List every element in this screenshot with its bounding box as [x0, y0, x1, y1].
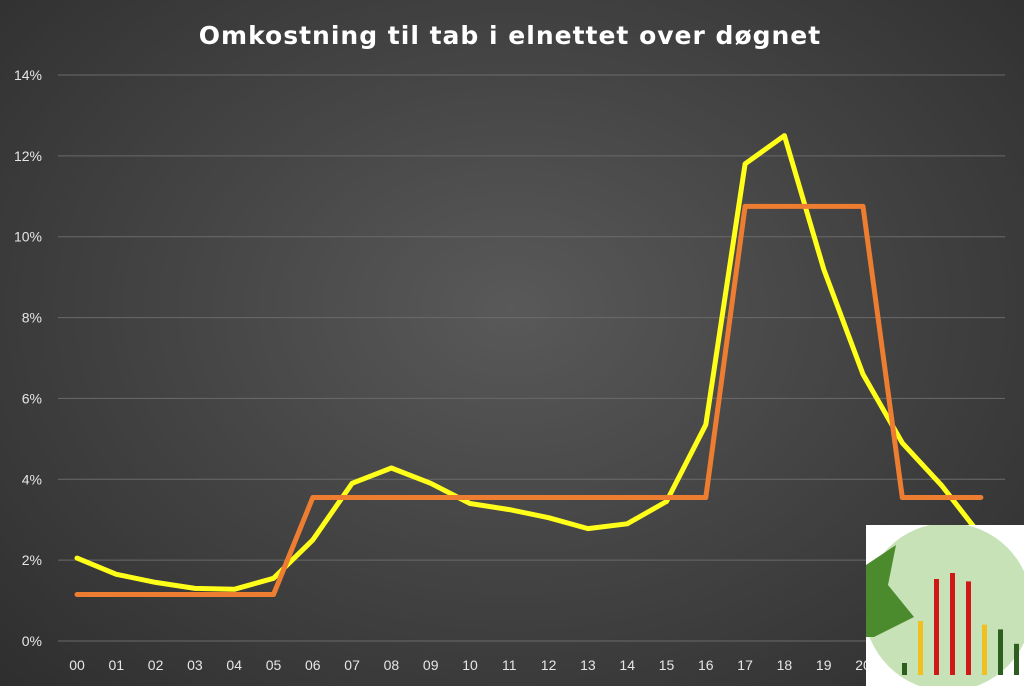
logo-bar	[982, 624, 987, 675]
x-tick-label: 02	[148, 657, 164, 673]
y-tick-label: 0%	[22, 633, 42, 649]
x-axis-ticks: 00 01 02 03 04 05 06 07 08 09 10 11 12 13 14 15 16 17 18 19…	[69, 657, 989, 673]
x-tick-label: 04	[226, 657, 242, 673]
y-tick-label: 14%	[14, 67, 42, 83]
x-tick-label: 13	[580, 657, 596, 673]
series-line-2	[74, 203, 984, 597]
x-tick-label: 06	[305, 657, 321, 673]
x-tick-label: 18	[777, 657, 793, 673]
y-axis-ticks: 0% 2% 4% 6% 8% 10% 12% 14%	[14, 67, 42, 649]
logo-bar	[950, 573, 955, 675]
x-tick-label: 15	[659, 657, 675, 673]
y-tick-label: 12%	[14, 148, 42, 164]
x-tick-label: 05	[266, 657, 282, 673]
y-tick-label: 4%	[22, 471, 42, 487]
chart-title: Omkostning til tab i elnettet over døgne…	[199, 21, 821, 50]
x-tick-label: 03	[187, 657, 203, 673]
x-tick-label: 14	[619, 657, 635, 673]
x-tick-label: 17	[737, 657, 753, 673]
x-tick-label: 00	[69, 657, 85, 673]
x-tick-label: 16	[698, 657, 714, 673]
x-tick-label: 07	[344, 657, 360, 673]
y-tick-label: 6%	[22, 390, 42, 406]
logo-bar	[934, 579, 939, 675]
logo-bar	[1014, 643, 1019, 675]
logo-bar	[966, 581, 971, 675]
x-tick-label: 11	[502, 657, 517, 673]
series-lines	[74, 133, 984, 597]
y-tick-label: 2%	[22, 552, 42, 568]
y-tick-label: 10%	[14, 229, 42, 245]
corner-logo	[866, 525, 1024, 686]
bar-chart-logo-icon	[866, 525, 1024, 686]
x-tick-label: 10	[462, 657, 478, 673]
gridlines	[58, 74, 1005, 642]
x-tick-label: 09	[423, 657, 439, 673]
x-tick-label: 19	[816, 657, 832, 673]
series-line-1	[74, 133, 984, 592]
logo-bar	[918, 621, 923, 675]
y-tick-label: 8%	[22, 310, 42, 326]
logo-arrow-shape	[866, 545, 914, 637]
x-tick-label: 01	[109, 657, 125, 673]
x-tick-label: 12	[541, 657, 557, 673]
x-tick-label: 08	[384, 657, 400, 673]
logo-bar	[902, 663, 907, 675]
logo-bar	[998, 629, 1003, 675]
